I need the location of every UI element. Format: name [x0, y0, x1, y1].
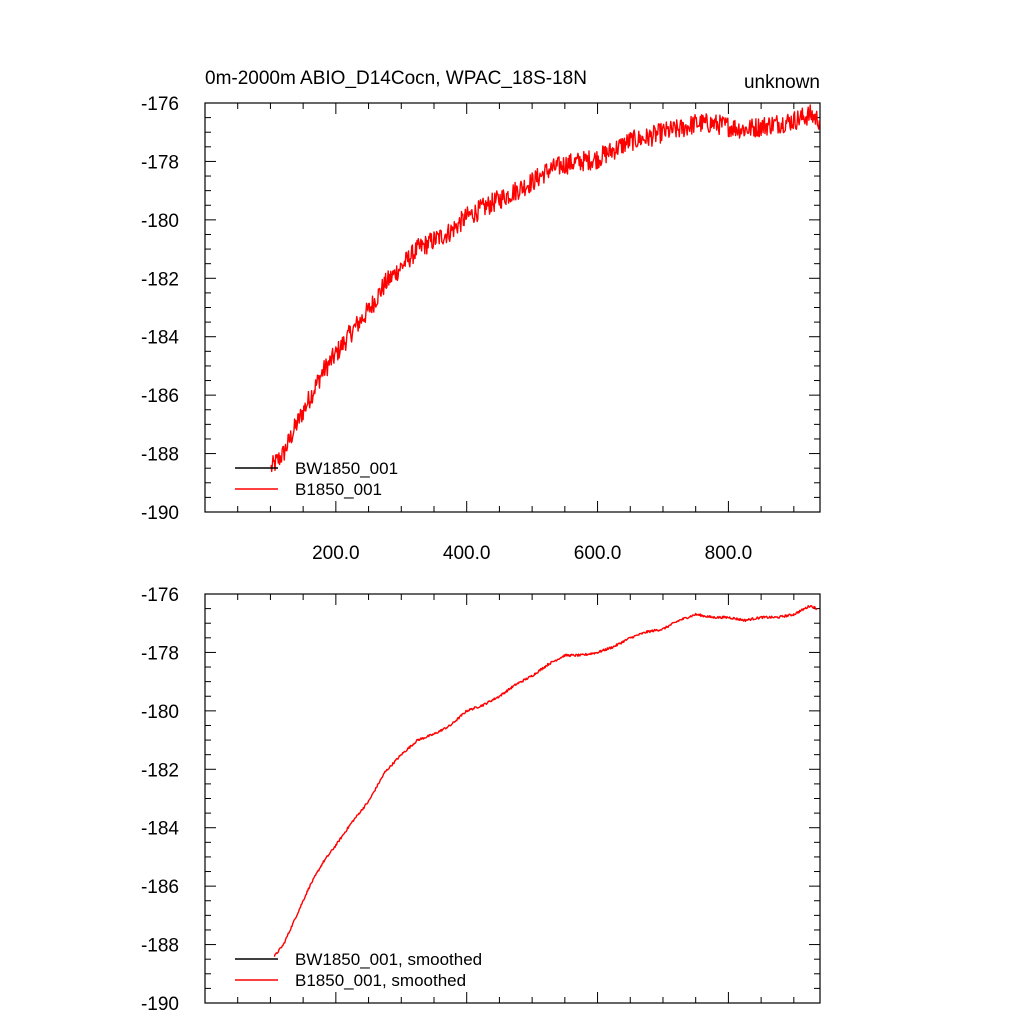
chart-right-title: unknown — [744, 72, 820, 93]
plot-frame — [204, 593, 821, 1004]
x-tick-label: 200.0 — [312, 543, 360, 564]
y-tick-label: -184 — [141, 819, 179, 840]
series-line-2 — [270, 104, 821, 473]
chart-panel-1: -176 -178 -180 -182 -184 -186 -188 -190 200.0 400… — [141, 68, 821, 564]
y-tick-label: -182 — [141, 269, 179, 290]
y-tick-label: -178 — [141, 152, 179, 173]
y-tick-label: -176 — [141, 585, 179, 606]
y-tick-label: -188 — [141, 445, 179, 466]
y-tick-label: -186 — [141, 877, 179, 898]
series-line-2 — [273, 605, 818, 957]
legend-label-1: BW1850_001 — [295, 459, 398, 478]
x-tick-label: 600.0 — [574, 543, 622, 564]
y-tick-label: -182 — [141, 760, 179, 781]
legend-label-2: B1850_001, smoothed — [295, 971, 466, 990]
x-tick-label: 400.0 — [443, 543, 491, 564]
y-tick-label: -186 — [141, 386, 179, 407]
y-tick-label: -180 — [141, 211, 179, 232]
y-tick-label: -184 — [141, 328, 179, 349]
plot-frame — [204, 102, 821, 513]
legend-label-2: B1850_001 — [295, 480, 382, 499]
x-tick-label: 800.0 — [705, 543, 753, 564]
y-tick-label: -178 — [141, 643, 179, 664]
legend-label-1: BW1850_001, smoothed — [295, 950, 482, 969]
y-tick-label: -188 — [141, 936, 179, 957]
chart-panel-2: -176 -178 -180 -182 -184 -186 -188 -190 BW1850_0… — [141, 585, 821, 1015]
y-tick-label: -180 — [141, 702, 179, 723]
y-tick-label: -176 — [141, 94, 179, 115]
y-tick-label: -190 — [141, 994, 179, 1015]
y-tick-label: -190 — [141, 503, 179, 524]
chart-title: 0m-2000m ABIO_D14Cocn, WPAC_18S-18N — [205, 68, 587, 89]
